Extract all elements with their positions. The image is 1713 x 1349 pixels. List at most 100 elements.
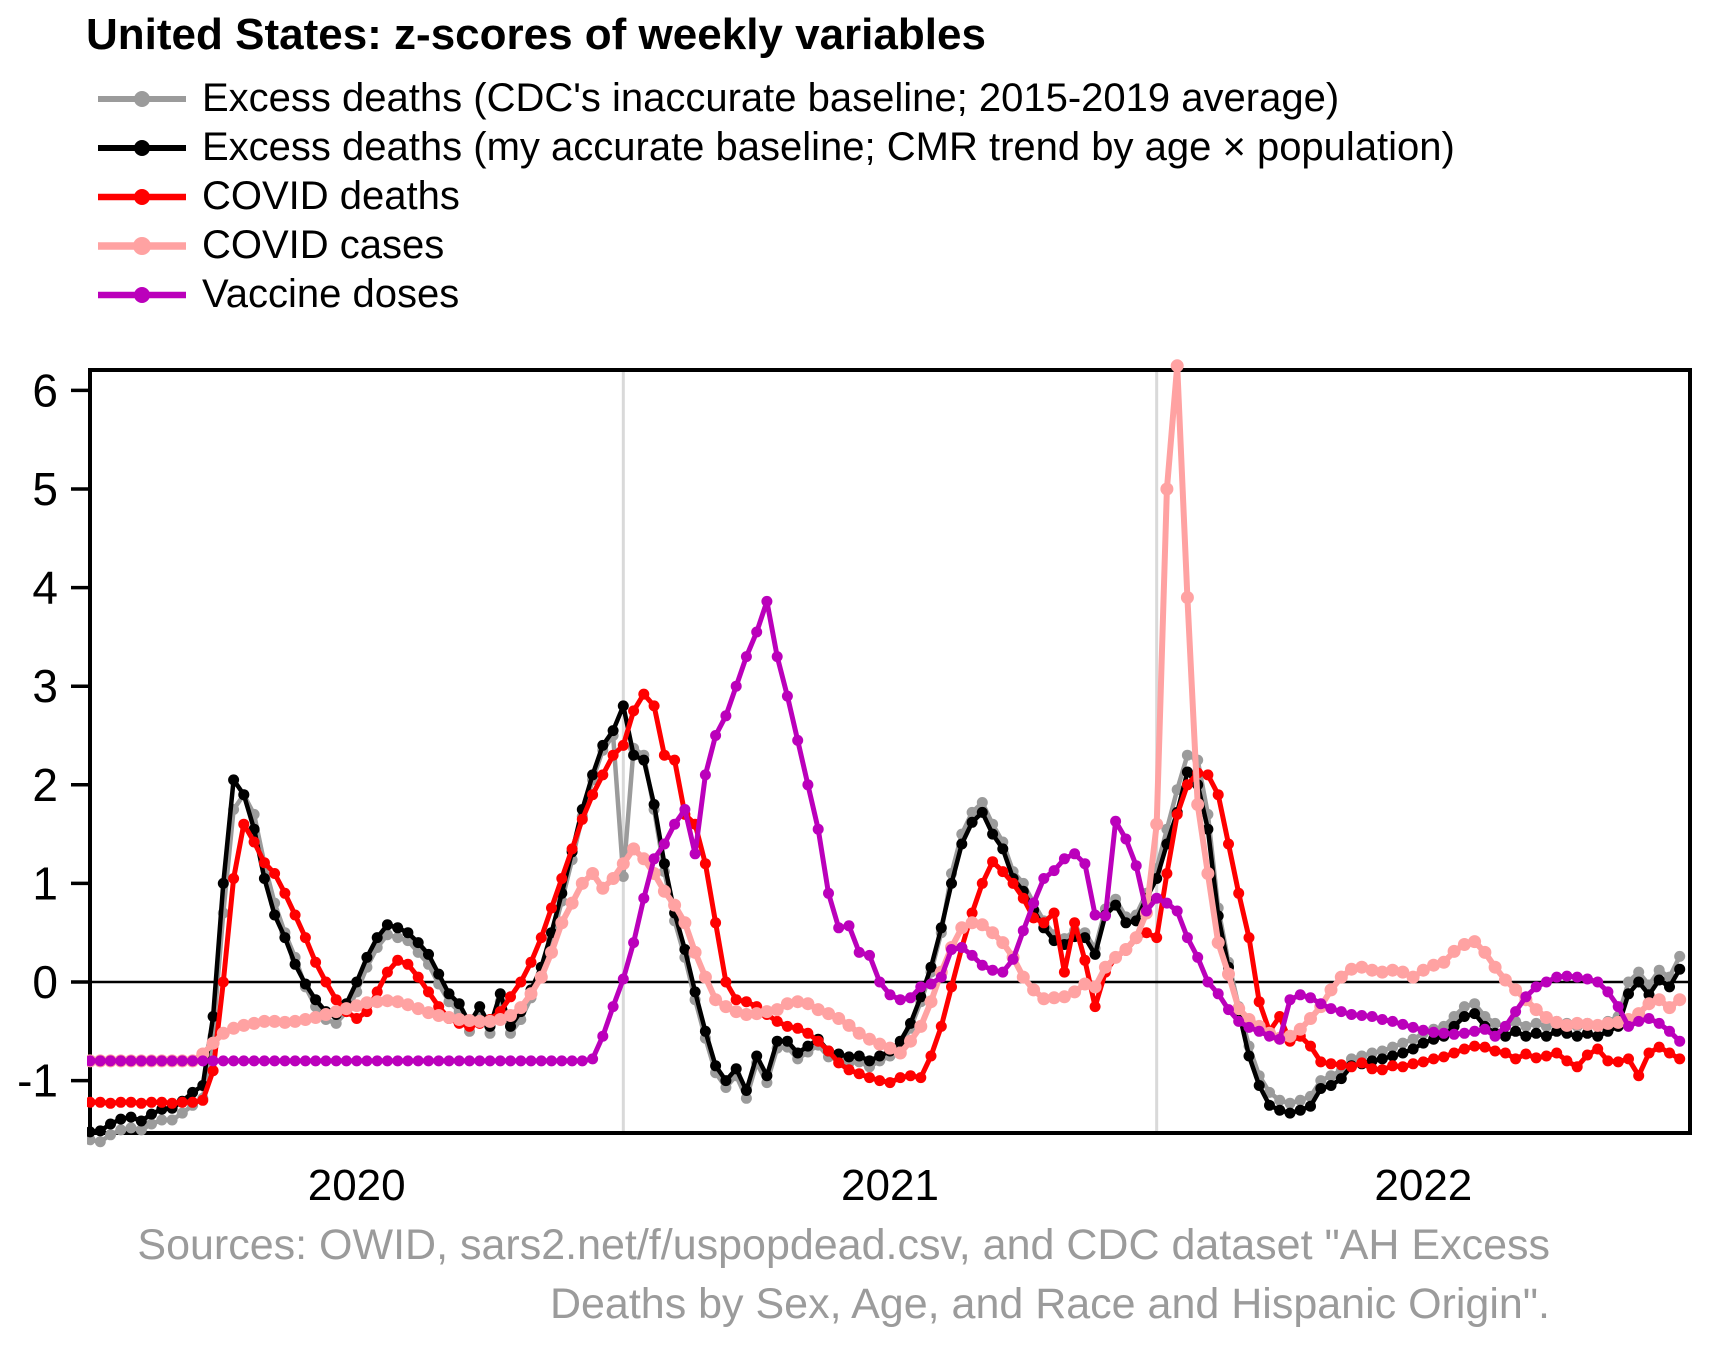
data-point [1325, 1080, 1337, 1091]
data-point [905, 1017, 916, 1029]
data-point [309, 1011, 323, 1024]
data-point [648, 853, 660, 865]
data-point [423, 948, 434, 960]
data-point [1397, 1018, 1409, 1030]
data-point [791, 995, 805, 1009]
data-point [688, 945, 702, 959]
data-point [504, 1009, 517, 1022]
data-point [1243, 1050, 1255, 1062]
data-point [719, 1000, 733, 1014]
data-point [699, 858, 711, 870]
data-point [351, 1055, 363, 1067]
data-point [360, 996, 374, 1010]
data-point [1366, 1063, 1378, 1075]
data-point [1233, 1015, 1245, 1027]
data-point [1180, 591, 1194, 604]
data-point [525, 1055, 537, 1067]
legend-label: Excess deaths (CDC's inaccurate baseline… [202, 76, 1340, 120]
data-point [289, 909, 301, 921]
data-point [380, 994, 394, 1008]
data-point [915, 981, 927, 993]
data-point [1253, 996, 1265, 1008]
data-point [1315, 998, 1327, 1010]
data-point [206, 1036, 220, 1050]
data-point [1089, 909, 1101, 921]
data-point [1591, 1018, 1605, 1032]
data-point [1652, 993, 1666, 1007]
data-point [474, 1001, 486, 1013]
data-point [1580, 1017, 1594, 1031]
data-point [1458, 1043, 1470, 1055]
data-point [350, 999, 364, 1013]
data-point [1387, 1060, 1399, 1072]
data-point [1458, 1001, 1470, 1013]
data-point [1438, 1027, 1450, 1039]
data-point [987, 964, 999, 976]
data-point [1243, 1021, 1255, 1033]
data-point [1223, 838, 1234, 850]
data-point [1540, 1050, 1552, 1062]
data-point [94, 1096, 106, 1108]
legend-item-excess-deaths-cdc-baseline: Excess deaths (CDC's inaccurate baseline… [98, 74, 1455, 123]
data-point [166, 1055, 178, 1067]
data-point [411, 1002, 425, 1016]
data-point [1397, 1047, 1409, 1059]
data-point [894, 994, 906, 1006]
data-point [248, 836, 260, 848]
data-point [1047, 991, 1061, 1005]
data-point [987, 856, 999, 868]
data-point [484, 1055, 496, 1067]
series-excess-deaths-cdc-baseline [87, 730, 1686, 1148]
data-point [1469, 1008, 1481, 1020]
data-point [843, 1064, 855, 1076]
data-point [1417, 1024, 1429, 1036]
data-point [1592, 1043, 1604, 1055]
data-point [412, 1055, 424, 1067]
data-point [925, 961, 937, 973]
data-point [464, 1055, 475, 1067]
data-point [515, 976, 527, 988]
data-point [638, 892, 650, 904]
data-point [1211, 936, 1225, 950]
data-point [587, 789, 599, 801]
data-point [1386, 963, 1400, 977]
data-point [1284, 1107, 1296, 1119]
data-point [1160, 482, 1174, 496]
data-point [361, 951, 373, 963]
data-point [1674, 1053, 1686, 1065]
legend-item-excess-deaths-accurate-baseline: Excess deaths (my accurate baseline; CMR… [98, 123, 1455, 172]
data-point [135, 1124, 147, 1136]
data-point [1602, 986, 1614, 998]
data-point [648, 700, 660, 712]
data-point [423, 986, 434, 998]
data-point [638, 754, 650, 766]
data-point [1181, 749, 1193, 761]
data-point [125, 1055, 137, 1067]
data-point [792, 734, 804, 746]
data-point [269, 909, 281, 921]
data-point [258, 873, 270, 884]
data-point [402, 927, 414, 939]
data-point [802, 1040, 814, 1052]
data-point [1151, 892, 1163, 904]
data-point [1150, 817, 1164, 831]
data-point [617, 973, 629, 985]
data-point [1120, 917, 1132, 929]
data-point [329, 1005, 343, 1019]
data-point [1469, 998, 1481, 1010]
data-point [1171, 808, 1183, 820]
data-point [351, 976, 363, 988]
data-point [792, 1047, 804, 1059]
data-point [216, 1026, 230, 1040]
data-point [874, 1050, 886, 1062]
data-point [115, 1113, 127, 1125]
data-point [853, 946, 865, 958]
data-point [946, 944, 957, 955]
data-point [730, 1063, 742, 1075]
data-point [1304, 1012, 1317, 1025]
data-point [1602, 1055, 1614, 1067]
data-point [812, 1035, 824, 1047]
data-point [997, 843, 1009, 855]
data-point [310, 1055, 322, 1067]
data-point [1098, 960, 1112, 974]
